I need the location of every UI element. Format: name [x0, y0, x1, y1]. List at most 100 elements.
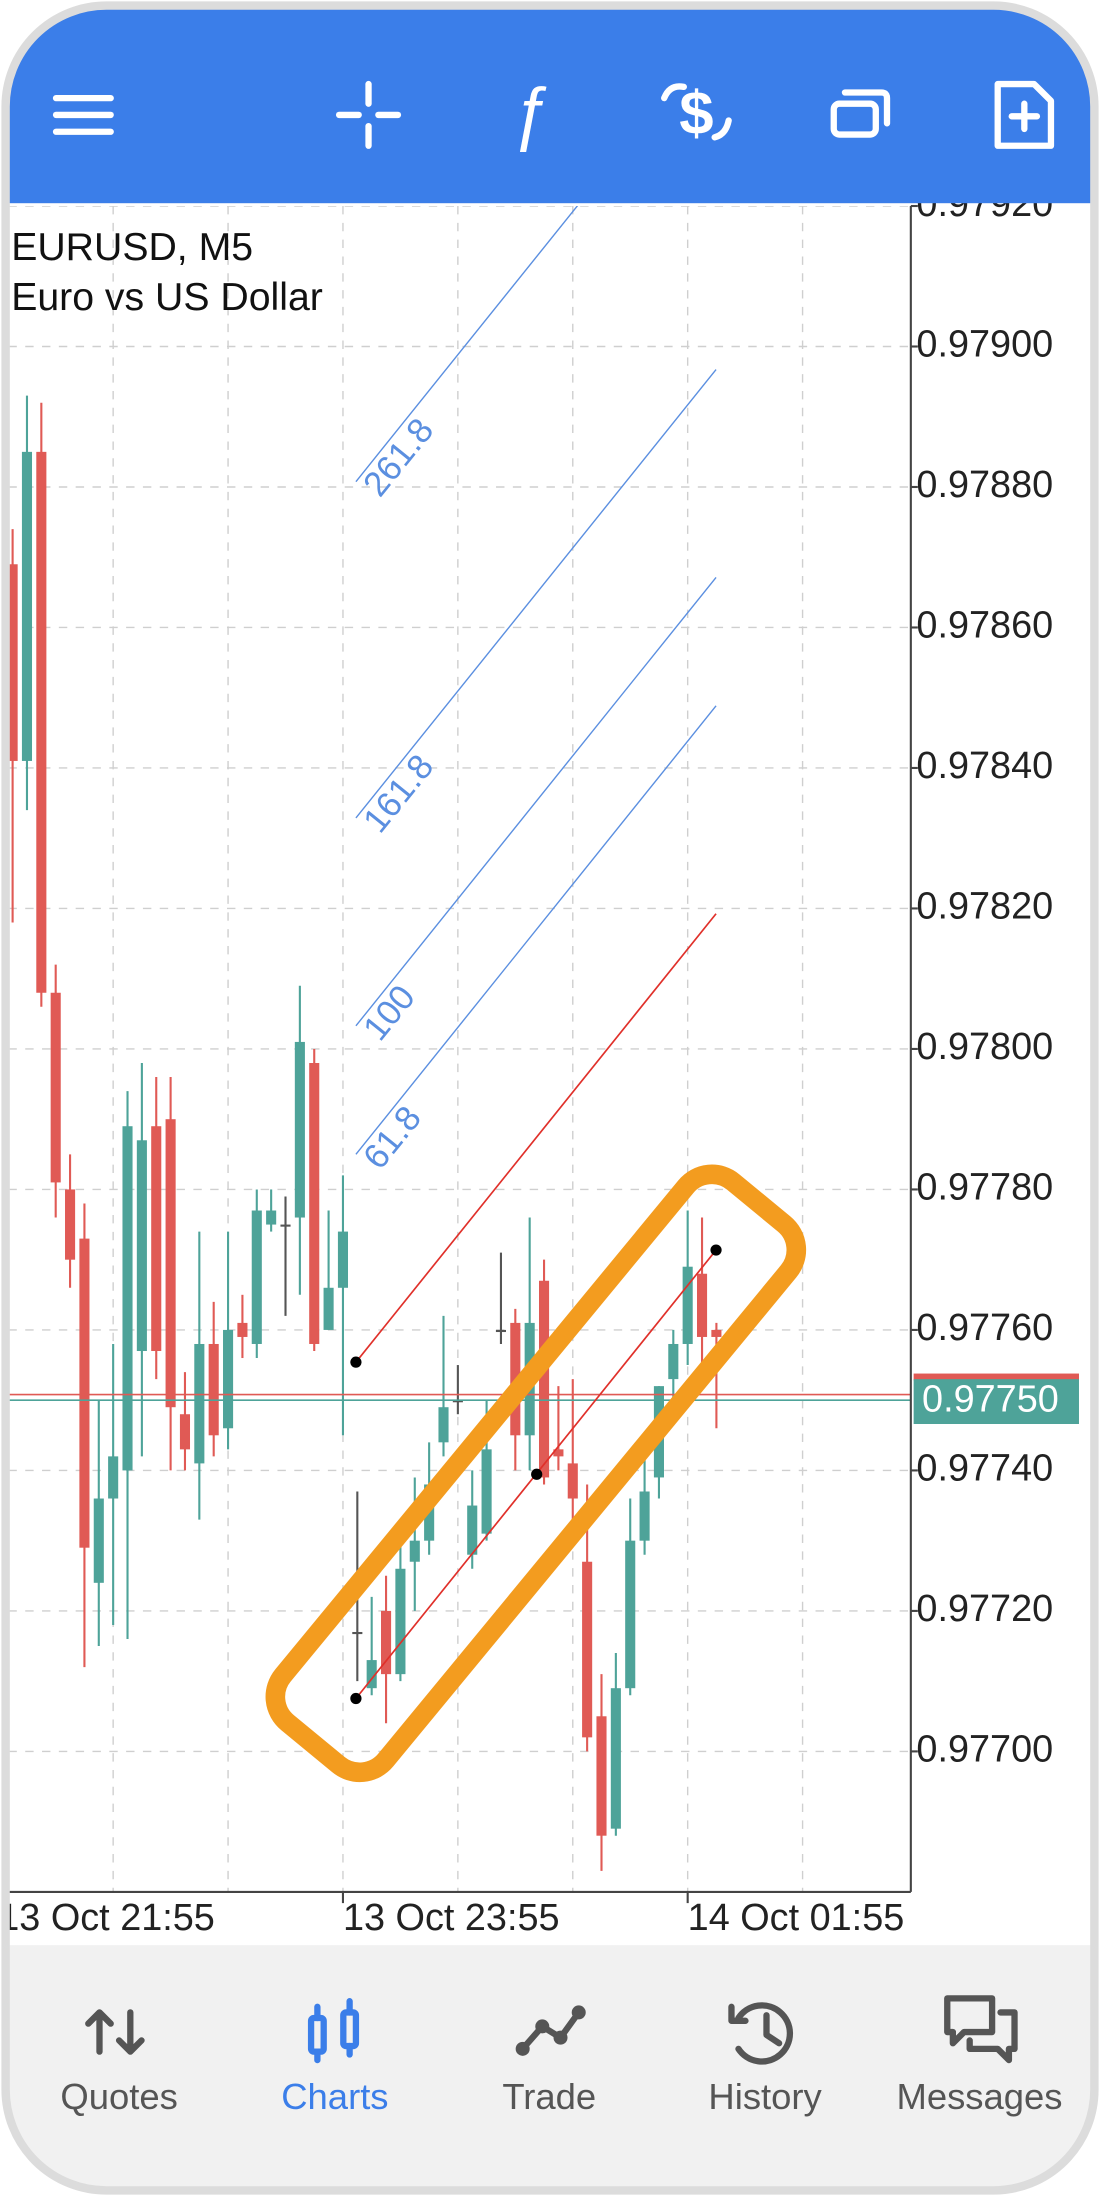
nav-tab[interactable]: Messages: [896, 1995, 1062, 2117]
anchor-point: [710, 1244, 722, 1256]
price-label: 0.97750: [922, 1379, 1059, 1421]
anchor-point: [531, 1468, 543, 1480]
nav-tab[interactable]: Quotes: [60, 2009, 178, 2117]
candle-body: [8, 564, 18, 761]
y-tick-label: 0.97760: [916, 1307, 1053, 1349]
chart-title: EURUSD, M5: [11, 225, 253, 269]
y-tick-label: 0.97720: [916, 1588, 1053, 1630]
nav-tab[interactable]: History: [708, 2002, 823, 2117]
y-tick-label: 0.97900: [916, 323, 1053, 365]
candle-body: [553, 1449, 564, 1457]
candle-body: [610, 1688, 621, 1829]
candle-body: [136, 1140, 147, 1352]
candle-body: [625, 1540, 636, 1689]
x-tick-label: 13 Oct 21:55: [0, 1897, 215, 1939]
fibo-level: [355, 576, 717, 1027]
menu-button[interactable]: [52, 94, 114, 135]
anchor-point: [350, 1356, 362, 1368]
candle-body: [696, 1273, 708, 1337]
nav-tab[interactable]: Charts: [281, 1998, 389, 2117]
candle-body: [366, 1660, 377, 1689]
bottom-nav-bg: [5, 1945, 1095, 2191]
new-order-button[interactable]: [994, 80, 1055, 149]
candle-body: [79, 1238, 90, 1548]
candle-body: [452, 1400, 463, 1403]
top-bar: ƒ $: [5, 5, 1095, 204]
price-label-bg: [913, 1379, 1079, 1425]
trade-button[interactable]: $: [661, 79, 732, 148]
fibo-level: [355, 206, 717, 483]
windows-button[interactable]: [830, 89, 891, 138]
y-tick-label: 0.97800: [916, 1026, 1053, 1068]
candle-body: [582, 1561, 593, 1738]
nav-label: Quotes: [60, 2076, 177, 2117]
fibo-level: [355, 705, 717, 1155]
nav-icon: [515, 2005, 586, 2056]
candle-body: [481, 1449, 492, 1534]
candle-body: [194, 1343, 205, 1464]
trade-icon: $: [679, 79, 713, 148]
candle-body: [165, 1119, 176, 1408]
candle-body: [294, 1041, 305, 1218]
candle-body: [337, 1231, 349, 1288]
candle-body: [409, 1540, 420, 1562]
candle-body: [381, 1610, 392, 1675]
candle-body: [495, 1329, 506, 1333]
y-tick-label: 0.97840: [916, 745, 1053, 787]
nav-tab[interactable]: Trade: [502, 2005, 596, 2117]
candle-body: [122, 1126, 133, 1471]
nav-icon: [85, 2009, 145, 2055]
candle-body: [711, 1329, 722, 1337]
candle-body: [539, 1280, 550, 1478]
trend-line: [355, 913, 717, 1363]
candle-body: [93, 1498, 104, 1583]
indicators-button[interactable]: ƒ: [510, 73, 549, 152]
y-tick-label: 0.97780: [916, 1166, 1053, 1208]
x-tick-label: 14 Oct 01:55: [688, 1897, 905, 1939]
anchor-point: [350, 1692, 362, 1705]
candle-body: [395, 1568, 406, 1675]
candle-body: [179, 1414, 191, 1450]
axes: EURUSD, M5 Euro vs US Dollar 0.97700 0.97…: [0, 183, 1079, 1939]
candle-body: [151, 1126, 162, 1352]
nav-icon: [728, 2002, 793, 2065]
nav-label: Trade: [502, 2076, 596, 2117]
trade-icon-arrows: [661, 83, 732, 141]
bottom-nav: Quotes Charts Trade History Messages: [5, 1945, 1095, 2191]
candle-body: [639, 1491, 650, 1541]
candle-body: [21, 451, 33, 761]
nav-label: Charts: [281, 2076, 388, 2117]
y-tick-label: 0.97860: [916, 604, 1053, 646]
crosshair-button[interactable]: [335, 80, 402, 149]
candle-body: [237, 1322, 248, 1337]
chart-subtitle: Euro vs US Dollar: [11, 275, 323, 319]
highlight-frame: [265, 1164, 807, 1783]
candle-body: [208, 1343, 219, 1436]
top-bar-bg: [5, 5, 1095, 204]
nav-label: Messages: [896, 2076, 1062, 2117]
candle-body: [309, 1063, 320, 1344]
candle-body: [50, 992, 61, 1183]
y-tick-label: 0.97700: [916, 1728, 1053, 1770]
y-tick-label: 0.97740: [916, 1447, 1053, 1489]
candle-body: [36, 451, 47, 993]
x-tick-label: 13 Oct 23:55: [343, 1897, 560, 1939]
nav-icon: [944, 1995, 1018, 2064]
candle-body: [682, 1266, 693, 1344]
candle-body: [108, 1456, 119, 1499]
candle-body: [251, 1210, 262, 1344]
candle-body: [668, 1343, 679, 1380]
fibo-level: [355, 369, 717, 819]
candle-body: [65, 1189, 76, 1260]
candle-body: [266, 1210, 277, 1225]
y-tick-label: 0.97880: [916, 464, 1053, 506]
candle-body: [352, 1631, 363, 1635]
nav-label: History: [708, 2076, 822, 2117]
y-tick-label: 0.97820: [916, 885, 1053, 927]
